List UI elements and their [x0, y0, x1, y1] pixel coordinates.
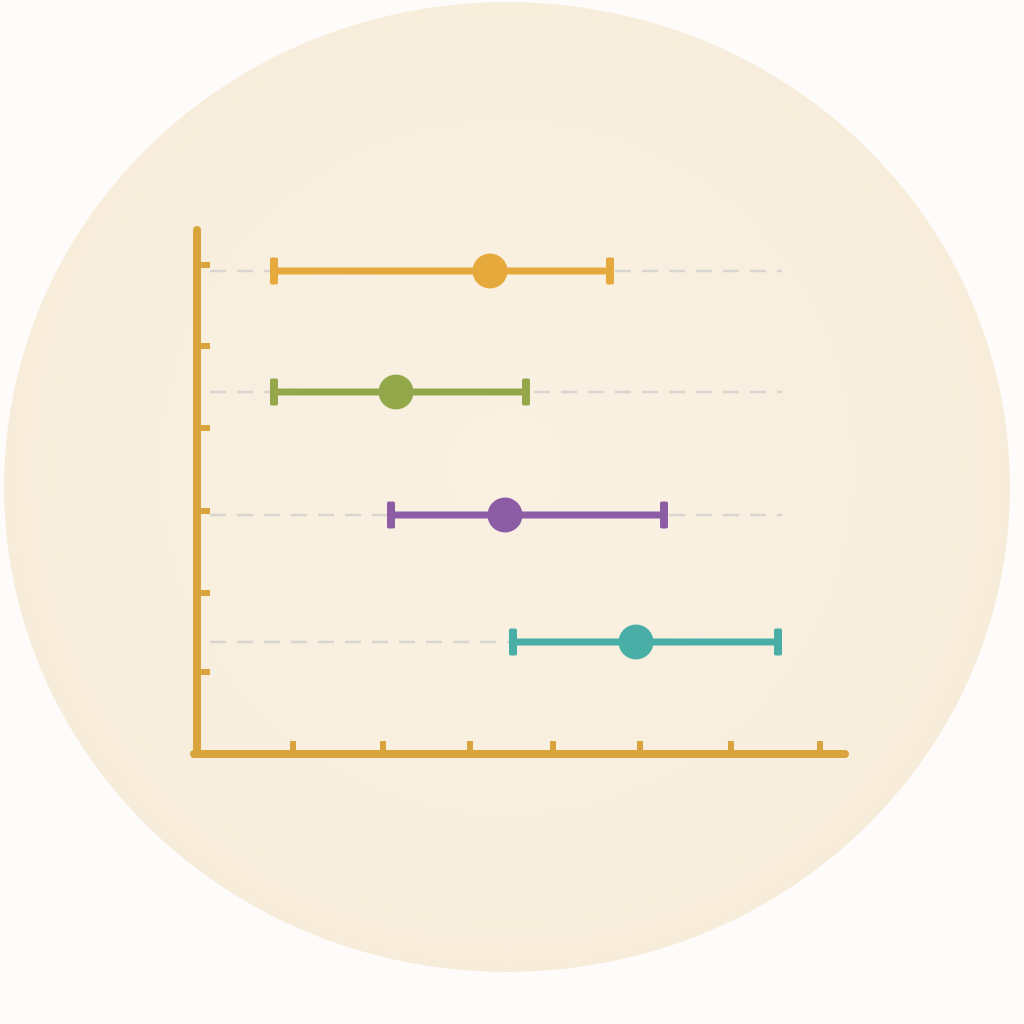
- error-bar-series-4: [509, 624, 782, 660]
- error-bar-series-3: [387, 497, 668, 533]
- error-bar-cap-high: [522, 378, 530, 406]
- error-bar-series-2: [270, 374, 530, 410]
- error-bar-cap-low: [387, 501, 395, 529]
- circle-background: [4, 2, 1010, 972]
- error-bar-cap-low: [509, 628, 517, 656]
- error-bar-cap-low: [270, 257, 278, 285]
- error-bar-dot: [378, 374, 414, 410]
- error-bar-cap-low: [270, 378, 278, 406]
- error-bar-series-1: [270, 253, 614, 289]
- error-bar-cap-high: [606, 257, 614, 285]
- error-bar-dot: [618, 624, 654, 660]
- error-bar-dot: [487, 497, 523, 533]
- error-bar-cap-high: [660, 501, 668, 529]
- error-bar-dot: [472, 253, 508, 289]
- error-bar-cap-high: [774, 628, 782, 656]
